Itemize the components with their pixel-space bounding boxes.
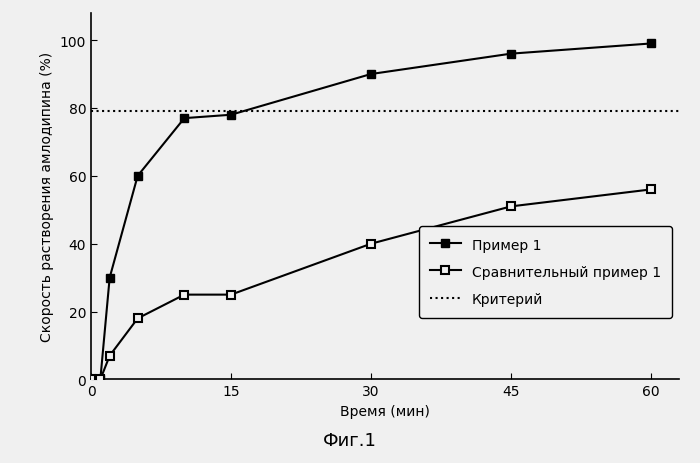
- Сравнительный пример 1: [87, 377, 95, 382]
- Пример 1: [106, 275, 114, 281]
- Пример 1: [87, 377, 95, 382]
- Line: Сравнительный пример 1: Сравнительный пример 1: [87, 186, 655, 384]
- Сравнительный пример 1: [647, 187, 655, 193]
- Пример 1: [134, 174, 142, 179]
- X-axis label: Время (мин): Время (мин): [340, 404, 430, 418]
- Сравнительный пример 1: [106, 353, 114, 359]
- Сравнительный пример 1: [367, 241, 375, 247]
- Пример 1: [227, 113, 235, 118]
- Пример 1: [180, 116, 188, 122]
- Пример 1: [507, 52, 515, 57]
- Сравнительный пример 1: [507, 204, 515, 210]
- Сравнительный пример 1: [134, 316, 142, 321]
- Legend: Пример 1, Сравнительный пример 1, Критерий: Пример 1, Сравнительный пример 1, Критер…: [419, 226, 672, 318]
- Сравнительный пример 1: [96, 377, 104, 382]
- Text: Фиг.1: Фиг.1: [323, 431, 377, 449]
- Пример 1: [367, 72, 375, 78]
- Line: Пример 1: Пример 1: [87, 40, 655, 384]
- Сравнительный пример 1: [227, 292, 235, 298]
- Пример 1: [96, 377, 104, 382]
- Y-axis label: Скорость растворения амлодипина (%): Скорость растворения амлодипина (%): [40, 52, 54, 342]
- Пример 1: [647, 42, 655, 47]
- Сравнительный пример 1: [180, 292, 188, 298]
- Критерий: [96, 109, 104, 115]
- Критерий: [87, 109, 95, 115]
